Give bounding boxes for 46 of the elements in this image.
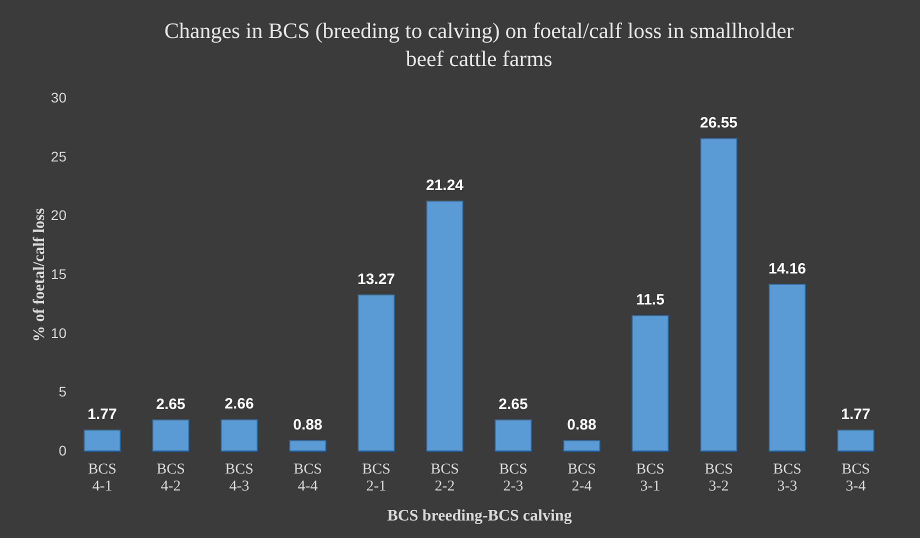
x-tick-label: BCS 4-1 [88,462,116,494]
x-tick-label: BCS 3-3 [773,462,802,494]
data-label: 1.77 [841,406,870,424]
x-tick-label: BCS 3-2 [704,462,733,494]
y-tick-label: 10 [50,324,67,341]
bar [768,284,806,452]
x-tick-label: BCS 4-4 [294,462,322,494]
x-tick-label: BCS 4-3 [225,462,254,494]
bar [563,440,600,452]
x-tick-label: BCS 2-3 [499,462,528,494]
data-label: 2.65 [498,396,528,413]
bar [700,138,738,452]
data-label: 2.66 [224,396,254,413]
data-label: 13.27 [357,270,396,288]
y-tick-label: 20 [50,207,67,224]
y-tick-label: 0 [58,442,67,458]
x-tick-label: BCS 2-4 [568,462,596,494]
x-axis-title: BCS breeding-BCS calving [387,508,572,524]
data-label: 0.88 [293,416,322,434]
x-tick-label: BCS 2-2 [430,462,459,494]
data-label: 1.77 [88,406,117,424]
bar [289,440,326,452]
x-tick-label: BCS 3-1 [636,462,664,494]
data-label: 2.65 [156,396,186,413]
x-tick-label: BCS 4-2 [156,462,185,494]
data-label: 26.55 [700,114,738,132]
y-tick-label: 5 [58,384,67,400]
x-tick-label: BCS 3-4 [842,462,870,494]
data-label: 0.88 [567,416,596,434]
y-tick-label: 15 [50,266,67,282]
data-label: 21.24 [426,177,464,194]
y-tick-label: 25 [50,148,67,164]
bar [84,430,121,452]
y-axis-title: % of foetal/calf loss [30,208,48,342]
bar [358,294,395,452]
data-label: 14.16 [768,260,806,278]
y-tick-label: 30 [50,90,67,106]
bar [494,419,532,452]
bar [220,419,258,452]
bar [152,419,190,452]
bar [632,315,669,452]
bar [837,430,874,452]
bar [426,200,464,452]
chart-title: Changes in BCS (breeding to calving) on foetal/calf loss in smallholder beef cattle farms [164,18,794,71]
x-tick-label: BCS 2-1 [362,462,390,494]
data-label: 11.5 [636,292,664,309]
